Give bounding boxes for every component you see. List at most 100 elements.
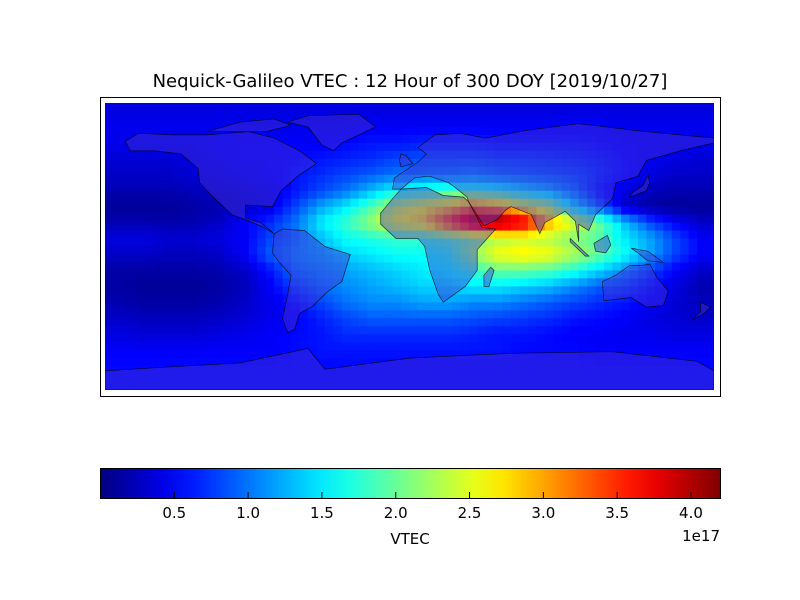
heat-cell (240, 190, 250, 200)
heat-cell (519, 374, 529, 383)
heat-cell (417, 110, 428, 120)
heat-cell (113, 318, 123, 327)
heat-cell (367, 166, 377, 176)
heat-cell (401, 174, 411, 184)
heat-cell (587, 230, 597, 240)
heat-cell (553, 254, 563, 264)
heat-cell (705, 310, 714, 319)
heat-cell (265, 238, 275, 248)
heat-cell (299, 134, 309, 144)
heat-cell (663, 150, 673, 160)
heat-cell (680, 334, 690, 343)
heat-cell (511, 118, 521, 128)
heat-cell (358, 103, 368, 112)
heat-cell (367, 326, 377, 335)
heat-cell (401, 254, 411, 264)
heat-cell (384, 270, 394, 279)
heat-cell (138, 150, 148, 160)
heat-cell (637, 342, 647, 351)
heat-cell (544, 294, 554, 303)
heat-cell (663, 206, 673, 216)
heat-cell (688, 110, 698, 120)
heat-cell (350, 166, 360, 176)
heat-cell (680, 318, 690, 327)
heat-cell (637, 214, 647, 224)
heat-cell (198, 142, 208, 152)
heat-cell (511, 318, 521, 327)
heat-cell (121, 262, 131, 272)
heat-cell (181, 166, 191, 176)
heat-cell (223, 310, 233, 319)
heat-cell (536, 230, 546, 240)
heat-cell (654, 286, 664, 295)
heat-cell (231, 270, 241, 279)
heat-cell (468, 246, 478, 256)
heat-cell (206, 334, 216, 343)
heat-cell (138, 214, 148, 224)
heat-cell (367, 342, 377, 351)
heat-cell (578, 198, 588, 208)
heat-cell (595, 150, 605, 160)
heat-cell (409, 110, 419, 120)
heat-cell (620, 382, 631, 390)
heat-cell (536, 198, 546, 208)
heat-cell (612, 238, 622, 248)
heat-cell (240, 374, 250, 383)
heat-cell (578, 110, 588, 120)
heat-cell (223, 103, 233, 112)
heat-cell (324, 198, 334, 208)
heat-cell (485, 342, 495, 351)
heat-cell (612, 222, 622, 232)
heat-cell (299, 382, 309, 390)
heat-cell (443, 230, 453, 240)
heat-cell (147, 246, 157, 256)
heat-cell (612, 150, 622, 160)
heat-cell (130, 150, 140, 160)
heat-cell (248, 142, 258, 152)
heat-cell (595, 294, 605, 303)
heat-cell (595, 318, 605, 327)
heat-cell (417, 366, 428, 375)
heat-cell (544, 198, 554, 208)
heat-cell (392, 262, 402, 272)
heat-cell (257, 174, 267, 184)
heat-cell (511, 174, 521, 184)
heat-cell (138, 382, 148, 390)
heat-cell (409, 222, 419, 232)
heat-cell (257, 366, 267, 375)
heat-cell (519, 190, 529, 200)
land-borneo (593, 234, 612, 254)
heat-cell (214, 103, 225, 112)
heat-cell (350, 214, 360, 224)
heat-cell (409, 382, 419, 390)
heat-cell (308, 278, 318, 287)
heat-cell (544, 270, 554, 279)
heat-cell (578, 278, 588, 287)
heat-cell (688, 190, 698, 200)
heat-cell (426, 334, 436, 343)
heat-cell (130, 214, 140, 224)
heat-cell (544, 126, 554, 136)
heat-cell (502, 166, 512, 176)
heat-cell (654, 158, 664, 168)
heat-cell (637, 158, 647, 168)
heat-cell (384, 230, 394, 240)
heat-cell (646, 358, 656, 367)
heat-cell (443, 278, 453, 287)
heat-cell (697, 334, 707, 343)
heat-cell (604, 366, 614, 375)
heat-cell (536, 174, 546, 184)
heat-cell (468, 262, 478, 272)
heat-cell (671, 318, 681, 327)
heat-cell (358, 150, 368, 160)
heat-cell (434, 350, 444, 359)
heat-cell (443, 158, 453, 168)
heat-cell (367, 214, 377, 224)
heat-cell (460, 270, 470, 279)
heat-cell (181, 326, 191, 335)
heat-cell (189, 158, 199, 168)
heat-cell (595, 126, 605, 136)
heat-cell (105, 278, 115, 287)
heat-cell (477, 134, 487, 144)
heat-cell (198, 103, 208, 112)
